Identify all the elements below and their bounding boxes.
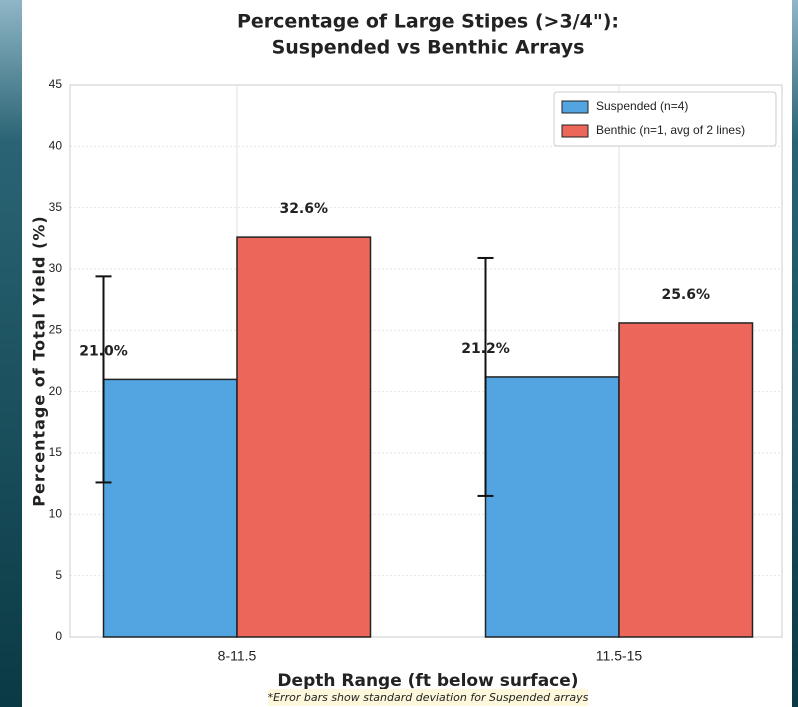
bar	[484, 376, 620, 638]
bar	[236, 236, 372, 638]
y-tick-label: 35	[49, 200, 63, 214]
legend-label: Benthic (n=1, avg of 2 lines)	[596, 123, 745, 137]
x-axis-label: Depth Range (ft below surface)	[277, 671, 578, 691]
legend-swatch	[561, 124, 589, 138]
chart-title: Percentage of Large Stipes (>3/4"):	[237, 11, 619, 33]
y-tick-label: 0	[55, 629, 62, 643]
x-tick-label: 11.5-15	[596, 648, 643, 664]
note-background	[268, 689, 588, 706]
bar	[102, 378, 238, 638]
y-tick-label: 20	[49, 384, 63, 398]
legend-box	[553, 91, 777, 147]
legend-swatch	[561, 100, 589, 114]
y-tick-label: 40	[49, 139, 63, 153]
y-tick-label: 25	[49, 323, 63, 337]
note: *Error bars show standard deviation for …	[268, 691, 589, 704]
y-axis-label: Percentage of Total Yield (%)	[30, 215, 49, 506]
value-label: 21.0%	[79, 343, 128, 359]
y-tick-label: 15	[49, 445, 63, 459]
plot-frame	[69, 84, 783, 638]
chart-title: Suspended vs Benthic Arrays	[272, 37, 585, 59]
value-label: 32.6%	[279, 201, 328, 217]
y-tick-label: 5	[55, 568, 62, 582]
legend-label: Suspended (n=4)	[596, 99, 688, 113]
value-label: 25.6%	[661, 287, 710, 303]
y-tick-label: 30	[49, 261, 63, 275]
y-tick-label: 45	[49, 77, 63, 91]
value-label: 21.2%	[461, 341, 510, 357]
y-tick-label: 10	[49, 507, 63, 521]
x-tick-label: 8-11.5	[218, 648, 257, 664]
bar	[618, 322, 754, 638]
